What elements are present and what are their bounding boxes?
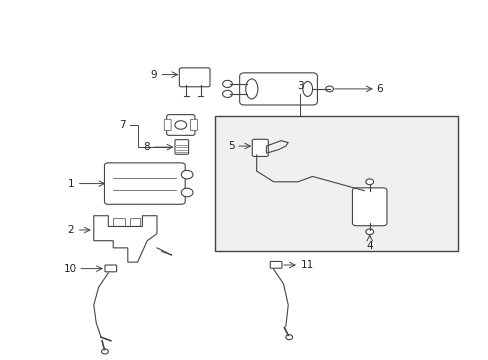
FancyBboxPatch shape	[190, 119, 197, 131]
FancyBboxPatch shape	[270, 261, 282, 268]
Circle shape	[222, 90, 232, 98]
Text: 11: 11	[300, 260, 313, 270]
Text: 9: 9	[150, 69, 157, 80]
Circle shape	[181, 170, 193, 179]
Bar	[113, 217, 125, 226]
FancyBboxPatch shape	[239, 73, 317, 105]
Circle shape	[325, 86, 333, 92]
Text: 10: 10	[63, 264, 77, 274]
Text: 8: 8	[143, 142, 149, 152]
FancyBboxPatch shape	[104, 163, 185, 204]
FancyBboxPatch shape	[352, 188, 386, 226]
Bar	[130, 217, 140, 226]
Bar	[215, 116, 458, 251]
Circle shape	[365, 179, 373, 185]
FancyBboxPatch shape	[179, 68, 209, 87]
Circle shape	[181, 188, 193, 197]
FancyBboxPatch shape	[175, 140, 188, 154]
Text: 6: 6	[375, 84, 382, 94]
Ellipse shape	[302, 81, 312, 96]
Text: 3: 3	[297, 81, 303, 91]
FancyBboxPatch shape	[252, 139, 268, 157]
Text: 7: 7	[119, 120, 125, 130]
Ellipse shape	[245, 79, 257, 99]
FancyBboxPatch shape	[166, 114, 195, 135]
Circle shape	[222, 80, 232, 87]
Circle shape	[102, 349, 108, 354]
FancyBboxPatch shape	[164, 119, 171, 131]
FancyBboxPatch shape	[105, 265, 116, 272]
Text: 5: 5	[228, 141, 234, 151]
Text: 4: 4	[366, 241, 372, 251]
Circle shape	[285, 335, 292, 340]
Text: 2: 2	[67, 225, 74, 235]
Circle shape	[365, 229, 373, 235]
Text: 1: 1	[67, 179, 74, 189]
Circle shape	[175, 121, 186, 129]
